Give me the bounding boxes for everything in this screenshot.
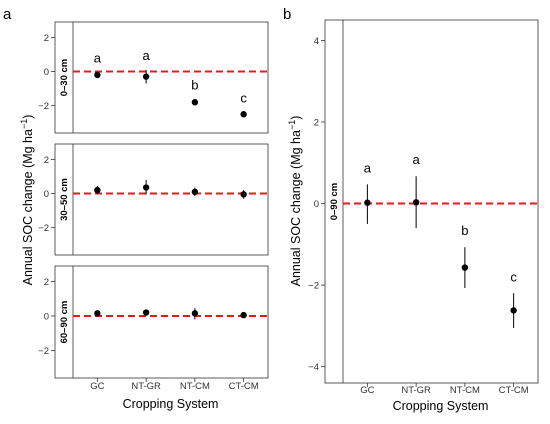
panel-a-significance-letter: b [191,78,198,93]
panel-a-data-point [191,188,199,196]
panel-a-significance-letter: a [94,50,102,65]
panel-a-y-tick-label: −2 [38,101,49,112]
panel-b-data-point [461,264,469,271]
panel-b-y-tick-label: −2 [308,281,319,292]
panel-a-x-tick-label: GC [90,381,104,392]
panel-a-facet-frame [54,143,269,256]
panel-a-x-tick-label: CT-CM [229,381,259,392]
panel-a-label: a [3,6,12,23]
panel-a-data-point [191,310,199,317]
panel-b-y-axis-title-superscript: −1 [287,120,297,130]
panel-a-y-axis-title-superscript: −1 [19,119,29,129]
panel-b-data-point [364,199,371,206]
panel-a-significance-letter: c [240,91,247,106]
panel-a-y-tick-label: 2 [44,155,49,166]
panel-a-data-point [142,309,150,316]
panel-b-facet-frame [324,19,539,384]
panel-b-facet-strip-label: 0–90 cm [329,183,340,221]
panel-b-y-axis-title-main: Annual SOC change (Mg ha [289,130,303,286]
panel-a-data-point [191,99,199,106]
panel-a-y-tick-label: −2 [38,346,49,357]
panel-a-data-point [142,73,150,80]
panel-b-significance-letter: b [461,223,468,238]
panel-b-y-tick-label: −4 [308,362,319,373]
panel-a-x-tick-label: NT-GR [131,381,161,392]
panel-a-y-tick-label: 0 [44,67,49,78]
panel-a-x-axis-title: Cropping System [123,397,219,411]
panel-b-plot: 0–90 cm 4 2 0 −2 −4 a a b c GC NT-GR NT-CM CT-CM Cropp… [287,19,539,413]
panel-b-y-axis-title: Annual SOC change (Mg ha−1) [287,116,303,287]
panel-a-data-point [94,310,101,317]
panel-a-y-axis-title-main: Annual SOC change (Mg ha [21,129,35,285]
panel-a-x-tick-label: NT-CM [180,381,210,392]
panel-a-data-point [94,71,101,79]
panel-b-x-tick-label: GC [360,385,374,396]
panel-a-facet-frame [54,21,269,134]
panel-a-facet-frame [54,265,269,379]
panel-b-significance-letter: c [510,269,517,284]
panel-b-y-tick-label: 2 [314,117,319,128]
panel-a-facet-strip-label: 60–90 cm [59,301,70,344]
panel-b-data-point [510,307,517,314]
panel-b-data-point [412,199,420,206]
panel-a-facet-strip-label: 30–50 cm [59,178,70,221]
panel-a-y-tick-label: 2 [44,277,49,288]
panel-a-y-tick-label: 2 [44,33,49,44]
panel-b-y-tick-label: 4 [314,36,319,47]
panel-a-data-point [94,186,101,194]
panel-a-y-tick-label: 0 [44,311,49,322]
panel-a-data-point [240,311,247,319]
panel-b-x-tick-label: NT-GR [401,385,431,396]
panel-a-y-axis-title: Annual SOC change (Mg ha−1) [19,115,35,286]
panel-a-data-point [240,111,247,118]
panel-b-y-axis-title-close: ) [289,116,303,120]
panel-a-y-tick-label: 0 [44,189,49,200]
panel-b-significance-letter: a [364,160,372,175]
panel-b-x-axis-title: Cropping System [393,399,489,413]
panel-b-x-tick-label: CT-CM [499,385,529,396]
panel-a-y-axis-title-close: ) [21,115,35,119]
panel-b-significance-letter: a [413,152,421,167]
panel-a-y-tick-label: −2 [38,223,49,234]
panel-b-x-tick-label: NT-CM [450,385,480,396]
panel-a-data-point [142,184,150,191]
panel-b-label: b [283,6,291,23]
panel-a-significance-letter: a [143,48,151,63]
panel-a-plot: 0–30 cm 2 0 −2 a a b c 30–50 cm 2 0 −2 60–90 cm 2 0 −2 G… [19,21,269,411]
panel-b-y-tick-label: 0 [314,199,319,210]
panel-a-data-point [240,191,247,198]
panel-a-facet-strip-label: 0–30 cm [59,59,70,97]
